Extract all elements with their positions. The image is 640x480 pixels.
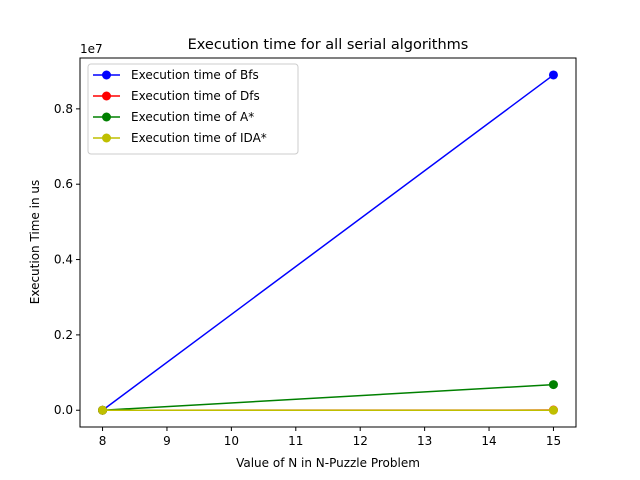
chart-title: Execution time for all serial algorithms — [188, 37, 469, 53]
x-tick-label: 11 — [288, 434, 303, 448]
series-2-point — [548, 380, 558, 390]
y-axis-label: Execution Time in us — [28, 180, 42, 305]
series-0-point — [548, 70, 558, 80]
series-layer — [98, 70, 558, 415]
legend-label: Execution time of Dfs — [131, 89, 260, 103]
legend-label: Execution time of A* — [131, 110, 254, 124]
x-tick-label: 10 — [224, 434, 239, 448]
series-3-point — [548, 405, 558, 415]
y-tick-label: 0.2 — [54, 328, 73, 342]
series-line-0 — [102, 74, 554, 411]
x-tick-label: 9 — [163, 434, 171, 448]
series-line-2 — [102, 383, 554, 411]
x-tick-label: 8 — [99, 434, 107, 448]
legend-marker — [102, 133, 111, 143]
x-tick-label: 12 — [353, 434, 368, 448]
x-tick-label: 13 — [417, 434, 432, 448]
y-tick-label: 0.4 — [54, 253, 73, 267]
legend-marker — [102, 91, 111, 101]
legend-label: Execution time of Bfs — [131, 68, 259, 82]
y-axis-offset-label: 1e7 — [80, 42, 103, 56]
legend-marker — [102, 112, 111, 122]
x-axis-ticks: 8 9 10 11 12 13 14 15 — [99, 427, 561, 448]
legend-items: Execution time of Bfs Execution time of D… — [93, 68, 267, 145]
x-tick-label: 15 — [546, 434, 561, 448]
legend-marker — [102, 70, 111, 80]
y-tick-label: 0.8 — [54, 102, 73, 116]
legend-label: Execution time of IDA* — [131, 131, 267, 145]
y-tick-label: 0.0 — [54, 403, 73, 417]
x-axis-label: Value of N in N-Puzzle Problem — [236, 456, 420, 470]
series-3-point — [98, 405, 108, 415]
y-axis-ticks: 0.0 0.2 0.4 0.6 0.8 — [54, 102, 80, 417]
x-tick-label: 14 — [481, 434, 496, 448]
legend: Execution time of Bfs Execution time of D… — [87, 63, 299, 155]
y-tick-label: 0.6 — [54, 177, 73, 191]
legend-box — [87, 63, 299, 155]
